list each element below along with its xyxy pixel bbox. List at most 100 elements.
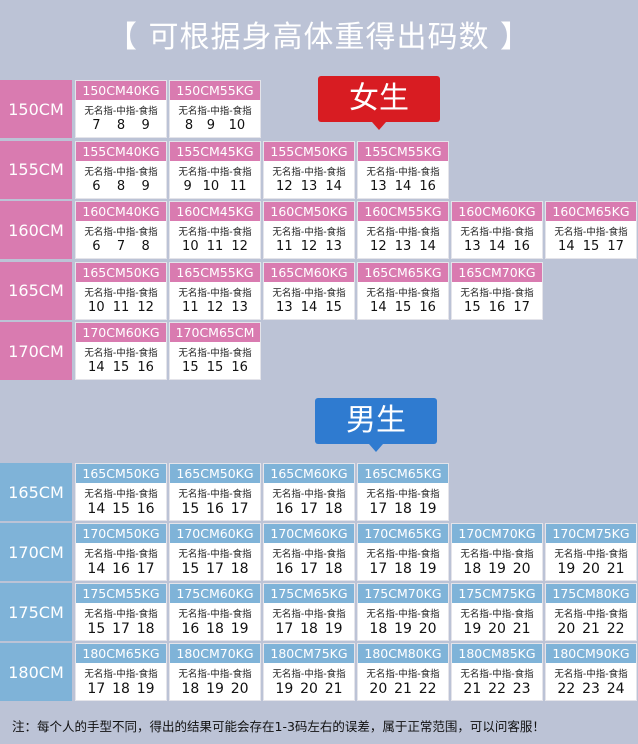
finger-label: 无名指-中指-食指 (84, 106, 158, 117)
size-cell: 155CM45KG 无名指-中指-食指 9 10 11 (169, 140, 261, 199)
ring-sizes: 19 20 21 (452, 621, 542, 637)
ring-size-value: 19 (275, 681, 294, 697)
height-weight-label: 165CM50KG (76, 464, 166, 483)
height-weight-label: 160CM45KG (170, 202, 260, 221)
finger-label: 无名指-中指-食指 (178, 287, 252, 299)
ring-size-value: 20 (557, 621, 576, 637)
ring-size-value: 14 (394, 178, 412, 194)
size-cell: 165CM50KG 无名指-中指-食指 14 15 16 (75, 463, 167, 521)
ring-size-value: 10 (182, 239, 199, 254)
ring-sizes: 13 14 15 (264, 300, 354, 315)
ring-sizes: 16 17 18 (264, 501, 354, 517)
height-weight-label: 155CM45KG (170, 141, 260, 161)
ring-size-value: 22 (488, 681, 506, 697)
ring-size-value: 11 (276, 239, 293, 254)
ring-size-value: 15 (181, 561, 200, 577)
finger-label: 无名指-中指-食指 (554, 549, 628, 560)
size-cell: 170CM75KG 无名指-中指-食指 19 20 21 (545, 523, 637, 581)
ring-size-value: 15 (394, 299, 412, 315)
height-weight-label: 175CM70KG (358, 584, 448, 603)
size-cell: 170CM50KG 无名指-中指-食指 14 16 17 (75, 523, 167, 581)
height-weight-label: 160CM55KG (358, 202, 448, 221)
height-weight-label: 165CM50KG (76, 262, 166, 282)
size-cell: 150CM55KG 无名指-中指-食指 8 9 10 (169, 80, 261, 138)
finger-label: 无名指-中指-食指 (366, 609, 440, 620)
ring-size-value: 19 (136, 681, 155, 697)
finger-label: 无名指-中指-食指 (460, 227, 534, 238)
ring-size-value: 19 (230, 621, 249, 637)
ring-sizes: 14 16 17 (76, 561, 166, 577)
ring-size-value: 21 (606, 561, 625, 577)
size-cell: 175CM70KG 无名指-中指-食指 18 19 20 (357, 583, 449, 641)
size-cell: 170CM70KG 无名指-中指-食指 18 19 20 (451, 523, 543, 581)
finger-label: 无名指-中指-食指 (460, 549, 534, 560)
height-label: 160CM (0, 201, 72, 259)
ring-sizes: 13 14 16 (358, 179, 448, 194)
ring-sizes: 17 18 19 (358, 561, 448, 577)
ring-size-value: 18 (324, 561, 343, 577)
height-weight-label: 180CM80KG (358, 644, 448, 663)
ring-sizes: 17 18 19 (264, 621, 354, 637)
size-cell: 180CM80KG 无名指-中指-食指 20 21 22 (357, 643, 449, 701)
height-label: 165CM (0, 261, 72, 320)
finger-label: 无名指-中指-食指 (460, 287, 534, 299)
ring-sizes: 16 18 19 (170, 621, 260, 637)
ring-sizes: 17 18 19 (358, 501, 448, 517)
ring-sizes: 15 16 17 (452, 300, 542, 315)
ring-size-value: 12 (300, 239, 318, 254)
ring-size-value: 14 (87, 501, 106, 517)
finger-label: 无名指-中指-食指 (84, 227, 158, 238)
ring-size-value: 7 (92, 118, 101, 133)
ring-size-value: 23 (582, 681, 600, 697)
height-weight-label: 165CM70KG (452, 262, 542, 282)
ring-sizes: 18 19 20 (452, 561, 542, 577)
finger-label: 无名指-中指-食指 (272, 549, 346, 560)
height-weight-label: 160CM40KG (76, 202, 166, 221)
size-cell: 165CM50KG 无名指-中指-食指 15 16 17 (169, 463, 261, 521)
size-cell: 180CM70KG 无名指-中指-食指 18 19 20 (169, 643, 261, 701)
ring-sizes: 10 11 12 (76, 300, 166, 315)
height-weight-label: 170CM50KG (76, 524, 166, 543)
ring-size-value: 20 (369, 681, 388, 697)
finger-label: 无名指-中指-食指 (460, 669, 534, 680)
height-weight-label: 175CM75KG (452, 584, 542, 603)
finger-label: 无名指-中指-食指 (272, 609, 346, 620)
finger-label: 无名指-中指-食指 (84, 166, 158, 178)
ring-size-value: 22 (557, 681, 576, 697)
finger-label: 无名指-中指-食指 (178, 549, 252, 560)
height-weight-label: 170CM60KG (170, 524, 260, 543)
ring-size-value: 14 (558, 239, 575, 254)
ring-size-value: 15 (112, 501, 130, 517)
finger-label: 无名指-中指-食指 (272, 227, 346, 238)
ring-size-value: 17 (300, 561, 318, 577)
ring-size-value: 21 (463, 681, 482, 697)
ring-size-value: 16 (488, 299, 506, 315)
size-cell: 165CM60KG 无名指-中指-食指 16 17 18 (263, 463, 355, 521)
height-weight-label: 165CM60KG (264, 262, 354, 282)
height-weight-label: 175CM65KG (264, 584, 354, 603)
ring-size-value: 19 (206, 681, 224, 697)
ring-size-value: 13 (464, 239, 481, 254)
height-label: 150CM (0, 80, 72, 138)
height-weight-label: 160CM65KG (546, 202, 636, 221)
ring-size-value: 16 (513, 239, 530, 254)
size-cell: 160CM60KG 无名指-中指-食指 13 14 16 (451, 201, 543, 259)
height-label: 170CM (0, 322, 72, 380)
finger-label: 无名指-中指-食指 (272, 489, 346, 500)
ring-size-value: 18 (394, 501, 412, 517)
ring-sizes: 19 20 21 (264, 681, 354, 697)
page-title: 【 可根据身高体重得出码数 】 (106, 20, 532, 55)
ring-size-value: 21 (324, 681, 343, 697)
ring-size-value: 16 (419, 178, 436, 194)
ring-size-value: 14 (87, 561, 106, 577)
height-weight-label: 150CM55KG (170, 81, 260, 100)
size-cell: 170CM60KG 无名指-中指-食指 15 17 18 (169, 523, 261, 581)
male-badge: 男生 (315, 398, 437, 452)
finger-label: 无名指-中指-食指 (366, 549, 440, 560)
ring-size-value: 17 (275, 621, 294, 637)
ring-size-value: 17 (513, 299, 530, 315)
size-cell: 170CM65CM 无名指-中指-食指 15 15 16 (169, 322, 261, 380)
ring-size-value: 18 (136, 621, 155, 637)
ring-size-value: 13 (276, 299, 293, 315)
